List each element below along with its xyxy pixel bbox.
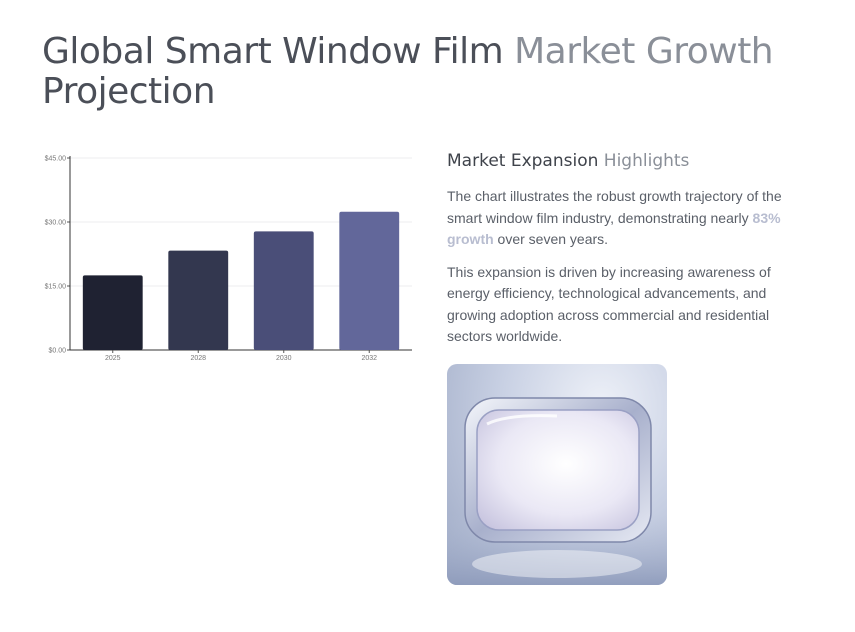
- highlights-heading-accent: Highlights: [603, 151, 690, 171]
- y-tick-label: $0.00: [48, 348, 66, 355]
- x-tick-label: 2030: [276, 355, 292, 362]
- x-tick-label: 2028: [190, 355, 206, 362]
- y-tick-label: $45.00: [45, 156, 67, 163]
- highlights-panel: Market Expansion Highlights The chart il…: [447, 150, 807, 359]
- x-tick-label: 2025: [105, 355, 121, 362]
- title-tail: Projection: [42, 71, 216, 112]
- bar: [168, 250, 229, 350]
- window-film-panel-icon: [447, 397, 667, 585]
- highlights-heading-main: Market Expansion: [447, 151, 599, 171]
- title-accent: Market Growth: [514, 31, 774, 72]
- para1-before: The chart illustrates the robust growth …: [447, 188, 782, 226]
- bar-chart: $0.00 $15.00 $30.00 $45.00 2025 2028 2030 2032: [36, 148, 416, 368]
- bar: [339, 211, 400, 350]
- para1-after: over seven years.: [493, 231, 609, 247]
- highlights-paragraph-2: This expansion is driven by increasing a…: [447, 263, 771, 345]
- title-main: Global Smart Window Film: [42, 31, 504, 72]
- growth-emphasis: 83% growth: [447, 209, 781, 248]
- chart-canvas: $0.00 $15.00 $30.00 $45.00 2025 2028 2030 2032: [45, 156, 412, 362]
- page-title: Global Smart Window Film Market Growth Pr…: [42, 32, 822, 112]
- highlights-paragraph-1: The chart illustrates the robust growth …: [447, 186, 807, 251]
- bar: [82, 275, 143, 350]
- hero-image: [447, 364, 667, 585]
- y-tick-label: $15.00: [45, 284, 67, 291]
- highlights-heading: Market Expansion Highlights: [447, 150, 807, 172]
- bar: [253, 231, 314, 350]
- y-tick-label: $30.00: [45, 220, 67, 227]
- x-tick-label: 2032: [361, 355, 377, 362]
